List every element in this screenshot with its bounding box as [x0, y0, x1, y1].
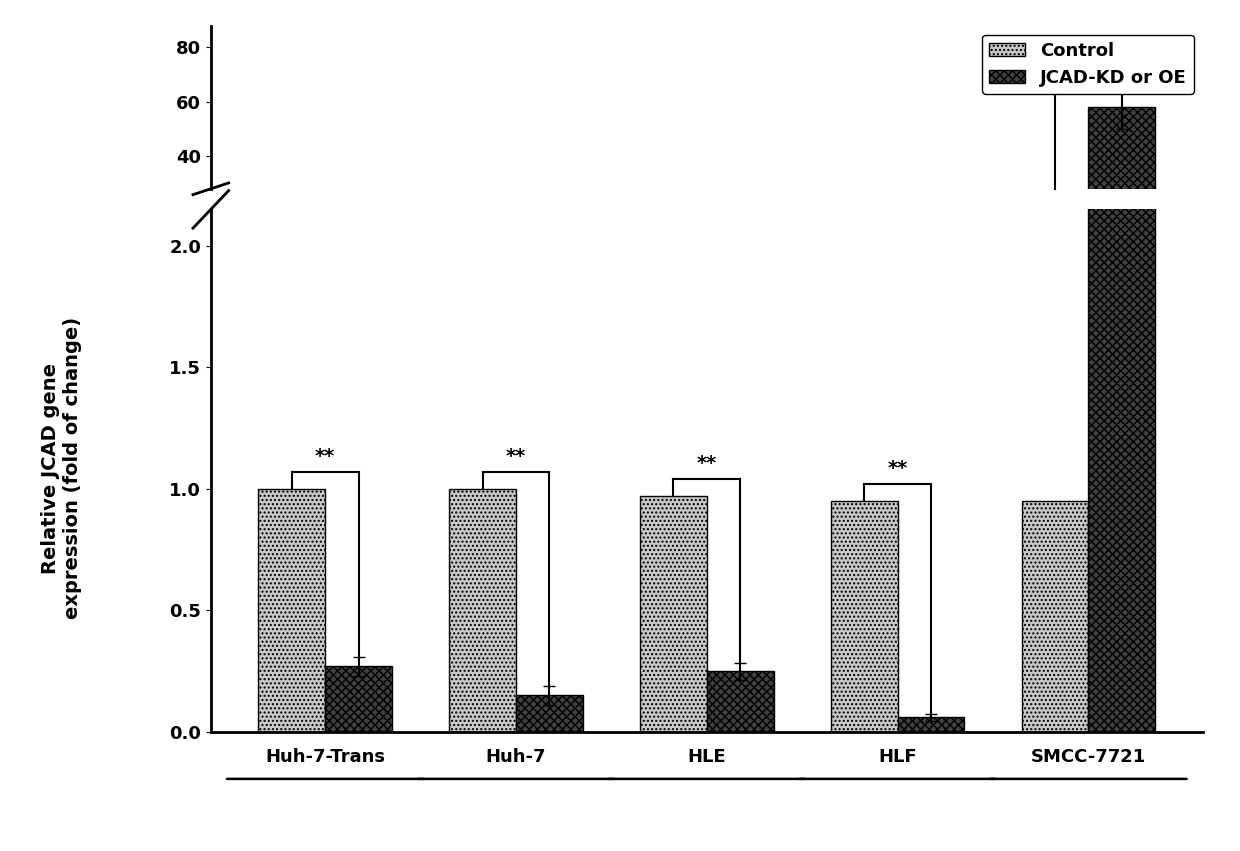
- Text: **: **: [888, 459, 908, 478]
- Text: **: **: [697, 454, 717, 473]
- Bar: [449, 262, 516, 265]
- Bar: [1022, 501, 1089, 732]
- Text: **: **: [1079, 37, 1099, 56]
- Bar: [325, 666, 392, 732]
- Bar: [449, 488, 516, 732]
- Text: **: **: [506, 447, 526, 465]
- Bar: [831, 501, 898, 732]
- Legend: Control, JCAD-KD or OE: Control, JCAD-KD or OE: [982, 35, 1194, 94]
- Bar: [898, 717, 965, 732]
- Bar: [516, 695, 583, 732]
- Bar: [640, 496, 707, 732]
- Text: **: **: [315, 447, 335, 465]
- Bar: [1089, 107, 1156, 265]
- Bar: [831, 262, 898, 265]
- Bar: [1022, 262, 1089, 265]
- Bar: [640, 262, 707, 265]
- Text: Relative JCAD gene
expression (fold of change): Relative JCAD gene expression (fold of c…: [41, 317, 83, 620]
- Bar: [1089, 0, 1156, 732]
- Bar: [707, 671, 774, 732]
- Bar: [258, 488, 325, 732]
- Bar: [258, 262, 325, 265]
